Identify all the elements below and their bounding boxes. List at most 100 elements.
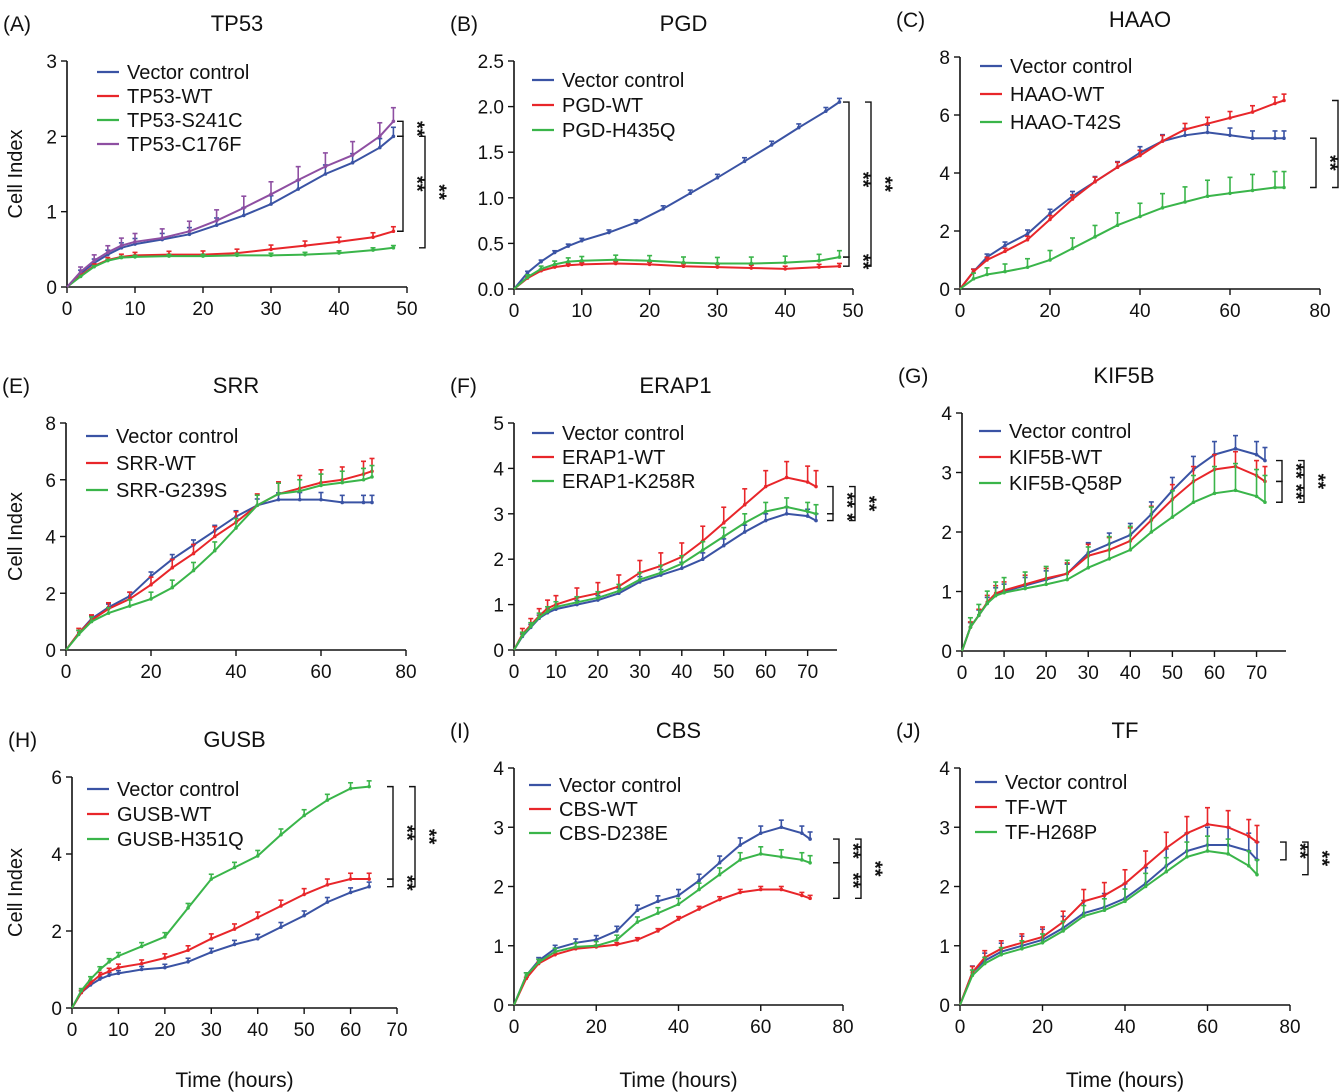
data-point xyxy=(323,172,328,176)
data-point xyxy=(1107,556,1112,561)
data-point xyxy=(107,960,111,964)
x-axis-label: Time (hours) xyxy=(175,1069,293,1092)
y-tick-label: 2 xyxy=(493,878,504,899)
significance-label: ** xyxy=(1307,474,1329,490)
x-tick-label: 30 xyxy=(201,1020,222,1041)
data-point xyxy=(783,267,787,271)
data-point xyxy=(545,609,550,614)
data-point xyxy=(1185,855,1189,859)
data-point xyxy=(367,884,371,889)
series-line xyxy=(959,844,1258,1006)
data-point xyxy=(1282,98,1286,103)
data-point xyxy=(255,915,260,920)
data-point xyxy=(742,502,747,507)
x-tick-label: 40 xyxy=(671,662,692,683)
significance-bracket: ** xyxy=(387,785,418,880)
significance-label: ** xyxy=(874,176,896,192)
data-point xyxy=(371,248,375,252)
data-point xyxy=(214,223,219,228)
data-point xyxy=(1185,831,1189,835)
data-point xyxy=(88,977,93,981)
x-tick-label: 20 xyxy=(639,301,660,322)
x-axis-label: Time (hours) xyxy=(619,1069,737,1092)
y-tick-label: 4 xyxy=(493,759,504,780)
data-point xyxy=(566,244,571,248)
data-point xyxy=(553,949,557,954)
y-tick-label: 4 xyxy=(51,845,62,866)
legend-label: HAAO-WT xyxy=(1010,84,1104,106)
data-point xyxy=(1023,586,1027,591)
x-tick-label: 0 xyxy=(67,1020,78,1041)
legend-label: Vector control xyxy=(117,779,239,801)
significance-bracket: ** xyxy=(1276,459,1307,483)
chart-title: CBS xyxy=(656,718,701,743)
data-point xyxy=(700,557,705,561)
data-point xyxy=(163,965,167,970)
bracket-line xyxy=(397,135,404,232)
y-tick-label: 6 xyxy=(51,768,62,789)
data-point xyxy=(1102,908,1107,912)
significance-bracket: ** xyxy=(387,875,418,891)
chart-title: TF xyxy=(1112,718,1139,743)
data-point xyxy=(279,904,283,908)
significance-label: * xyxy=(836,513,858,521)
data-point xyxy=(119,255,124,260)
legend-label: ERAP1-K258R xyxy=(562,471,695,493)
legend-label: TP53-S241C xyxy=(127,110,243,132)
series-srr-g239s xyxy=(65,464,375,651)
y-axis-label: Cell Index xyxy=(5,848,27,937)
data-point xyxy=(615,938,619,942)
data-point xyxy=(209,950,214,954)
bracket-line xyxy=(409,785,416,888)
data-point xyxy=(170,585,175,590)
data-point xyxy=(580,258,584,263)
data-point xyxy=(391,246,396,250)
data-point xyxy=(758,887,763,892)
data-point xyxy=(800,893,804,898)
series-gusb-h351q xyxy=(71,780,372,1009)
data-point xyxy=(1003,269,1007,274)
y-tick-label: 0 xyxy=(45,641,56,662)
significance-bracket: ** xyxy=(1332,99,1342,189)
data-point xyxy=(1233,446,1238,451)
y-tick-label: 0 xyxy=(51,999,62,1020)
bracket-line xyxy=(849,485,856,522)
data-point xyxy=(681,260,686,265)
data-point xyxy=(661,206,665,211)
data-point xyxy=(800,831,804,835)
data-point xyxy=(78,274,83,279)
panel-label: (J) xyxy=(896,720,921,743)
legend-label: Vector control xyxy=(562,423,684,445)
data-point xyxy=(1086,565,1091,570)
data-point xyxy=(163,934,167,939)
significance-label: ** xyxy=(852,172,874,188)
data-point xyxy=(763,518,768,523)
data-point xyxy=(1205,130,1210,135)
y-tick-label: 1 xyxy=(941,583,952,604)
bracket-line xyxy=(827,485,834,515)
data-point xyxy=(337,251,341,255)
data-point xyxy=(319,483,323,488)
data-point xyxy=(391,134,396,139)
x-tick-label: 60 xyxy=(1197,1017,1218,1038)
data-point xyxy=(212,548,217,553)
data-point xyxy=(524,973,529,978)
data-point xyxy=(370,475,374,479)
significance-bracket: ** xyxy=(833,862,864,900)
series-tf-h268p xyxy=(959,835,1260,1006)
series-line xyxy=(66,135,395,288)
data-point xyxy=(106,258,110,263)
data-point xyxy=(520,633,525,638)
y-tick-label: 2 xyxy=(939,878,950,899)
data-point xyxy=(656,911,660,915)
significance-label: ** xyxy=(858,496,880,512)
data-point xyxy=(1160,139,1165,143)
significance-label: ** xyxy=(836,492,858,508)
data-point xyxy=(127,604,132,608)
series-cbs-wt xyxy=(513,885,813,1006)
series-line xyxy=(513,505,817,651)
data-point xyxy=(656,929,660,933)
y-tick-label: 3 xyxy=(941,464,952,485)
data-point xyxy=(191,568,196,573)
